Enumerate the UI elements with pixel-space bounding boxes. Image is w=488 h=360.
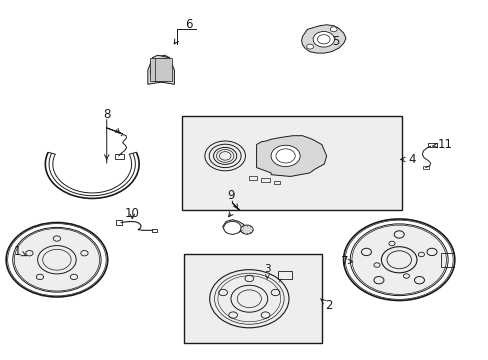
Circle shape — [403, 274, 408, 278]
Circle shape — [393, 231, 404, 238]
Circle shape — [418, 252, 424, 257]
Circle shape — [240, 225, 253, 234]
Text: 11: 11 — [431, 138, 452, 151]
Text: 4: 4 — [400, 153, 415, 166]
Polygon shape — [223, 220, 245, 234]
Text: 2: 2 — [320, 299, 332, 312]
Circle shape — [330, 27, 336, 32]
Polygon shape — [256, 136, 326, 176]
Text: 5: 5 — [324, 35, 339, 48]
Bar — [183, 255, 321, 343]
Circle shape — [426, 248, 436, 256]
Circle shape — [14, 229, 100, 291]
Text: 3: 3 — [264, 264, 270, 279]
Circle shape — [223, 221, 241, 234]
Text: 7: 7 — [340, 255, 352, 268]
Bar — [440, 253, 453, 267]
Polygon shape — [147, 55, 172, 84]
Polygon shape — [301, 25, 346, 53]
Text: 8: 8 — [103, 108, 110, 121]
Text: 9: 9 — [227, 189, 234, 202]
Bar — [155, 58, 172, 81]
Bar — [278, 271, 291, 279]
Circle shape — [414, 276, 424, 284]
Bar — [261, 178, 269, 182]
Circle shape — [312, 31, 334, 47]
Bar — [151, 229, 157, 232]
Bar — [115, 154, 123, 159]
Bar — [181, 116, 401, 210]
Bar — [116, 220, 122, 225]
Bar — [423, 166, 428, 169]
Text: 6: 6 — [185, 18, 192, 31]
Circle shape — [388, 241, 394, 246]
Text: 10: 10 — [124, 207, 140, 220]
Circle shape — [361, 248, 371, 256]
Polygon shape — [150, 55, 174, 84]
Text: 1: 1 — [14, 245, 26, 258]
Circle shape — [270, 145, 300, 167]
Circle shape — [373, 263, 379, 267]
Bar — [273, 181, 279, 184]
Bar — [249, 176, 256, 180]
Bar — [427, 143, 436, 147]
Circle shape — [306, 44, 313, 49]
Circle shape — [351, 225, 446, 294]
Bar — [150, 58, 167, 81]
Circle shape — [373, 276, 383, 284]
